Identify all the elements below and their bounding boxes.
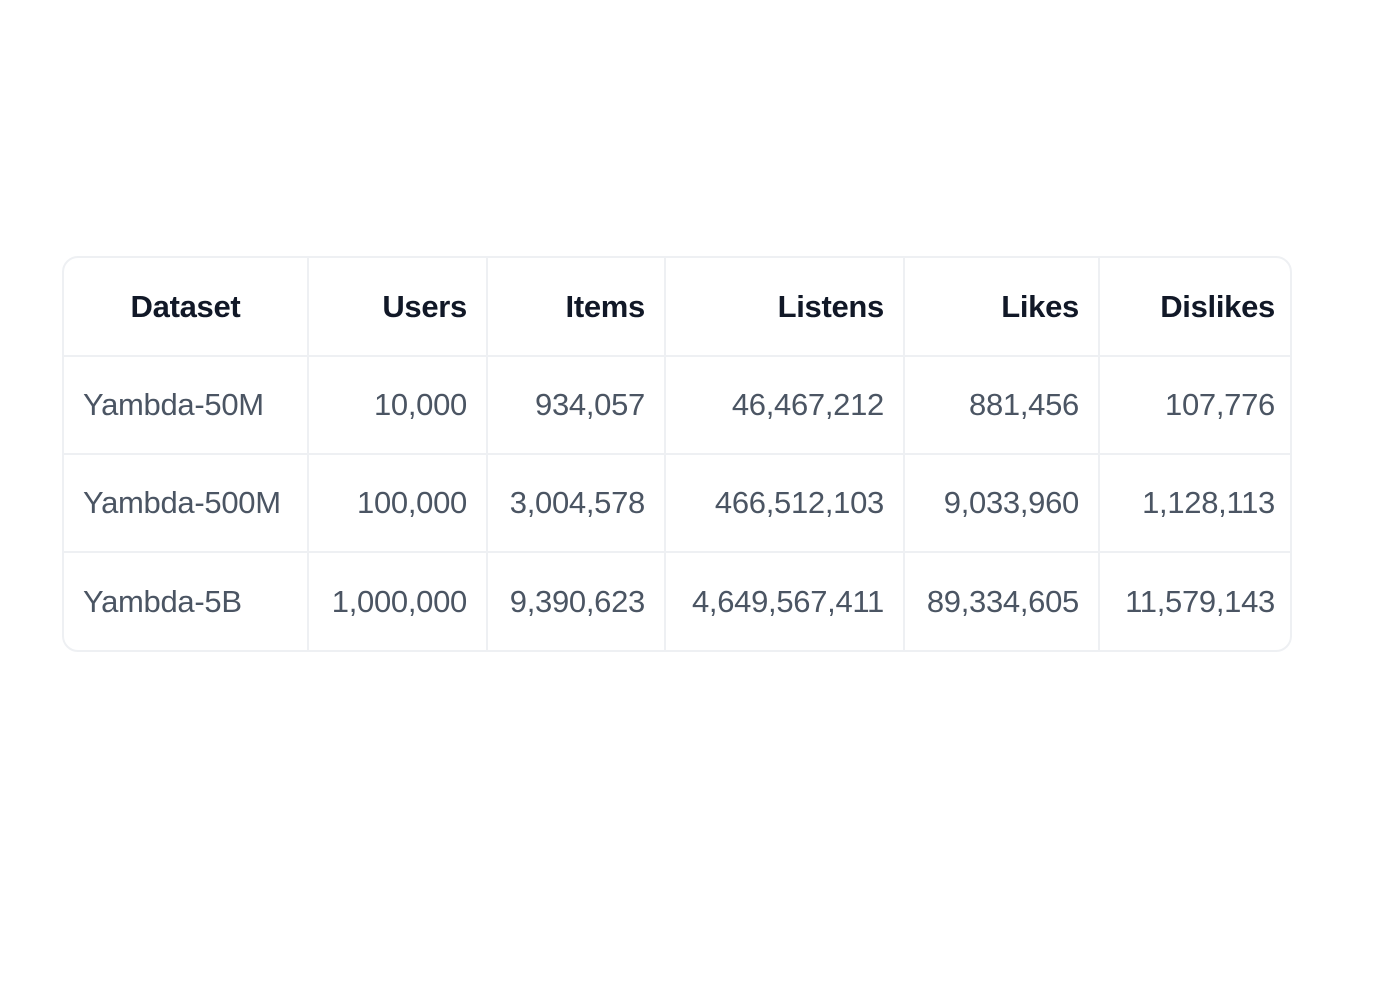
header-row: Dataset Users Items Listens Likes Dislik… (64, 258, 1290, 357)
cell-listens: 4,649,567,411 (665, 552, 905, 650)
cell-users: 100,000 (308, 454, 488, 553)
table-header: Dataset Users Items Listens Likes Dislik… (64, 258, 1290, 357)
dataset-stats-table: Dataset Users Items Listens Likes Dislik… (64, 258, 1290, 650)
cell-items: 9,390,623 (487, 552, 666, 650)
cell-listens: 46,467,212 (665, 356, 905, 455)
cell-items: 3,004,578 (487, 454, 666, 553)
cell-items: 934,057 (487, 356, 666, 455)
header-listens: Listens (665, 258, 905, 357)
cell-likes: 9,033,960 (904, 454, 1100, 553)
cell-users: 10,000 (308, 356, 488, 455)
cell-dataset: Yambda-50M (64, 356, 309, 455)
cell-likes: 89,334,605 (904, 552, 1100, 650)
cell-likes: 881,456 (904, 356, 1100, 455)
table-row: Yambda-500M 100,000 3,004,578 466,512,10… (64, 454, 1290, 553)
header-likes: Likes (904, 258, 1100, 357)
cell-listens: 466,512,103 (665, 454, 905, 553)
cell-dislikes: 11,579,143 (1125, 583, 1275, 619)
header-dataset: Dataset (64, 258, 309, 357)
cell-dislikes: 1,128,113 (1099, 454, 1290, 553)
header-items: Items (487, 258, 666, 357)
table-body: Yambda-50M 10,000 934,057 46,467,212 881… (64, 356, 1290, 650)
table-row: Yambda-5B 1,000,000 9,390,623 4,649,567,… (64, 552, 1290, 650)
header-users: Users (308, 258, 488, 357)
dataset-stats-table-container: Dataset Users Items Listens Likes Dislik… (62, 256, 1292, 652)
cell-users: 1,000,000 (308, 552, 488, 650)
table-row: Yambda-50M 10,000 934,057 46,467,212 881… (64, 356, 1290, 455)
header-dislikes: Dislikes (1099, 258, 1290, 357)
cell-dataset: Yambda-500M (64, 454, 309, 553)
cell-dislikes: 107,776 (1099, 356, 1290, 455)
cell-dataset: Yambda-5B (64, 552, 309, 650)
